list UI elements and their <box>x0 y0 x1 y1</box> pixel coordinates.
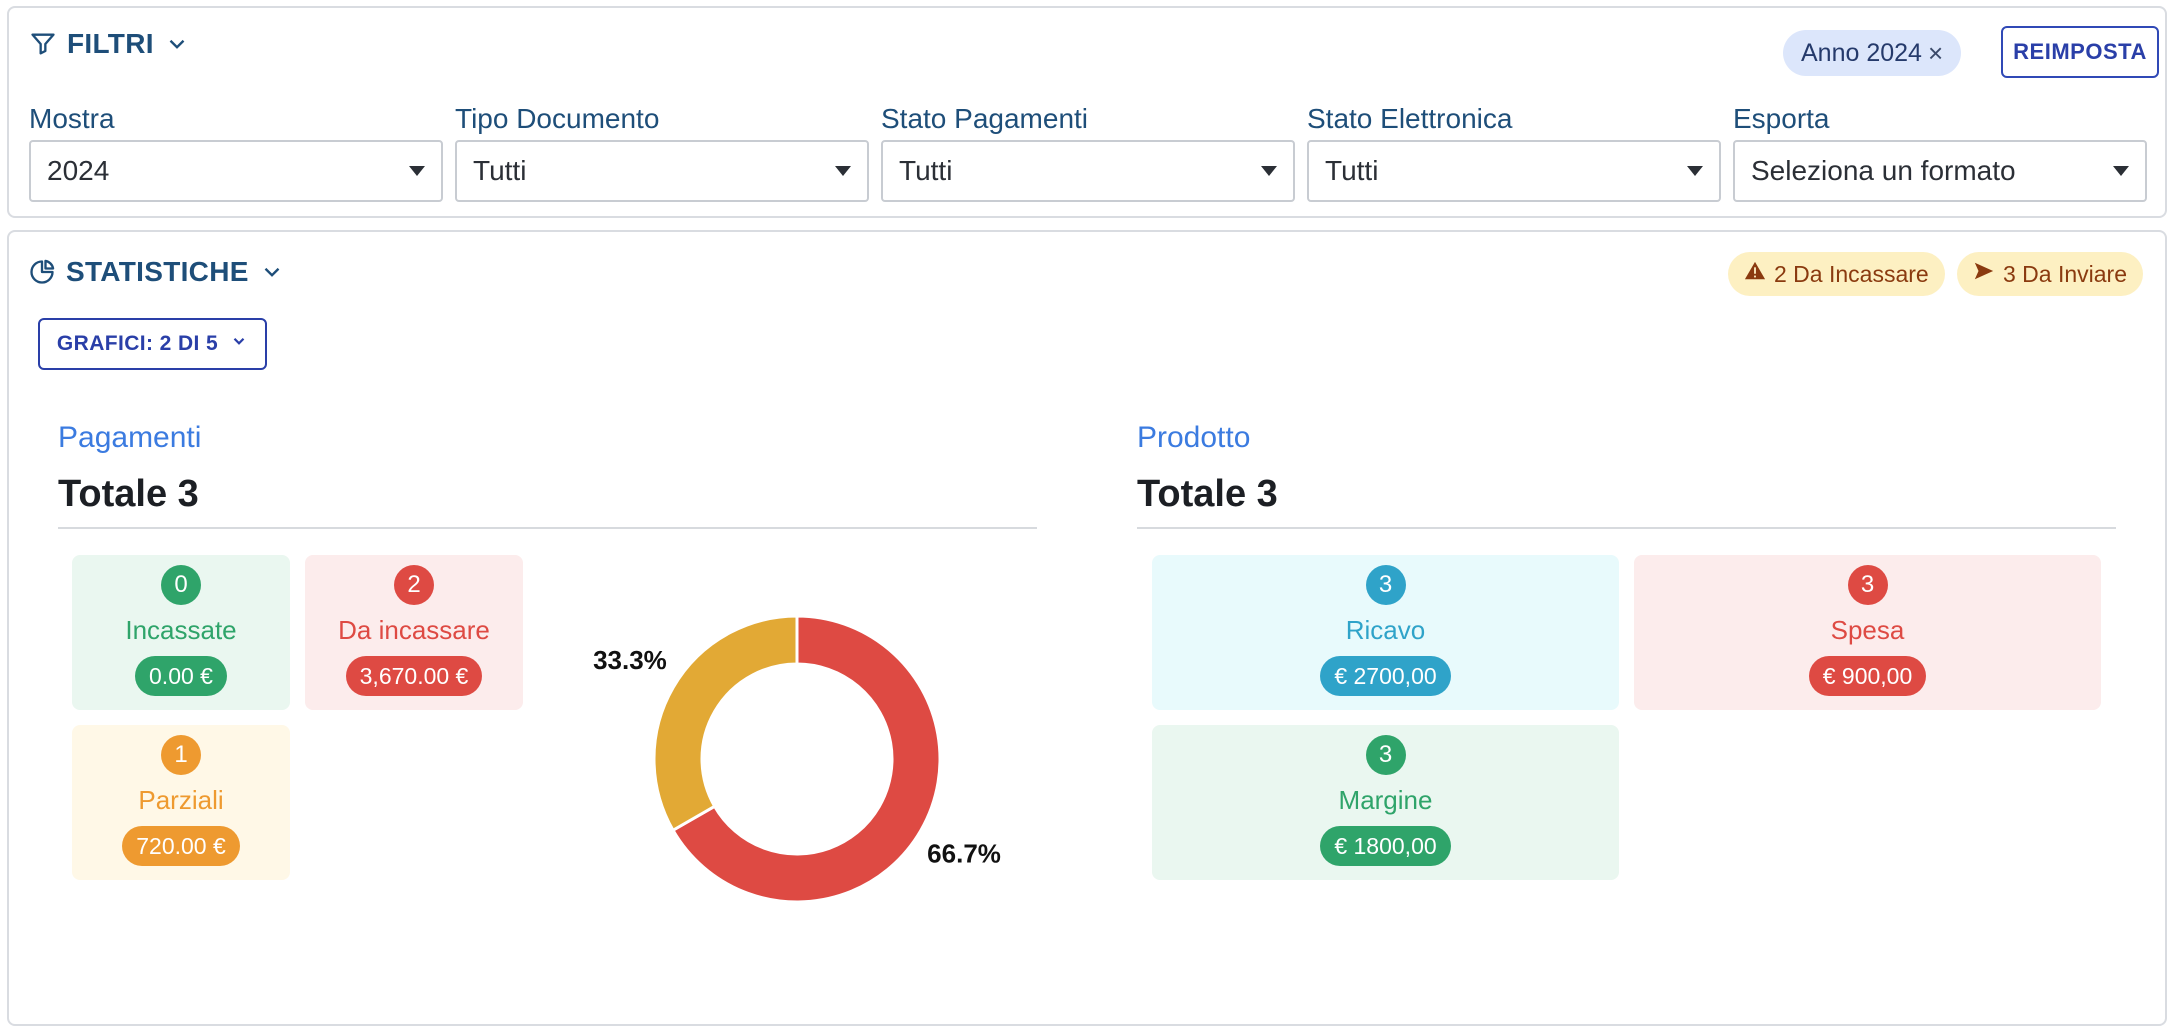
count-badge: 3 <box>1365 735 1406 775</box>
select-value: Seleziona un formato <box>1751 155 2016 186</box>
ricavo-tile[interactable]: 3 Ricavo € 2700,00 <box>1152 555 1619 710</box>
tile-label: Margine <box>1338 785 1433 815</box>
count-badge: 3 <box>1365 565 1406 605</box>
donut-label-1: 33.3% <box>593 645 667 675</box>
tipo-documento-select[interactable]: Tutti <box>455 140 869 202</box>
tile-label: Da incassare <box>338 615 490 645</box>
filters-panel: FILTRI Anno 2024 × REIMPOSTA Mostra 2024… <box>7 6 2167 218</box>
da-incassare-label: 2 Da Incassare <box>1774 260 1929 287</box>
da-inviare-label: 3 Da Inviare <box>2003 260 2128 287</box>
divider <box>58 527 1037 529</box>
amount-badge: € 2700,00 <box>1320 656 1451 696</box>
incassate-tile[interactable]: 0 Incassate 0.00 € <box>72 555 290 710</box>
chevron-down-icon <box>230 332 248 356</box>
da-incassare-tile[interactable]: 2 Da incassare 3,670.00 € <box>305 555 523 710</box>
amount-badge: 0.00 € <box>135 656 227 696</box>
caret-down-icon <box>2113 166 2129 176</box>
donut-slice-1[interactable] <box>652 614 799 833</box>
pagamenti-total: Totale 3 <box>58 473 199 515</box>
reset-button[interactable]: REIMPOSTA <box>2001 26 2159 78</box>
filter-tipo-documento: Tipo Documento Tutti <box>455 102 869 202</box>
tile-label: Parziali <box>138 785 224 815</box>
chevron-down-icon <box>164 31 190 57</box>
spesa-tile[interactable]: 3 Spesa € 900,00 <box>1634 555 2101 710</box>
select-value: Tutti <box>473 155 527 186</box>
tile-label: Spesa <box>1830 615 1905 645</box>
charts-dropdown-label: GRAFICI: 2 DI 5 <box>56 332 219 355</box>
da-inviare-badge[interactable]: 3 Da Inviare <box>1957 252 2144 296</box>
filter-stato-elettronica: Stato Elettronica Tutti <box>1307 102 1721 202</box>
caret-down-icon <box>409 166 425 176</box>
divider <box>1137 527 2116 529</box>
prodotto-title: Prodotto <box>1137 421 1251 454</box>
count-badge: 3 <box>1847 565 1888 605</box>
donut-slice-0[interactable] <box>670 614 942 904</box>
prodotto-total: Totale 3 <box>1137 473 1278 515</box>
amount-badge: € 900,00 <box>1808 656 1927 696</box>
filters-title: FILTRI <box>67 28 154 59</box>
tile-label: Ricavo <box>1345 615 1426 645</box>
mostra-select[interactable]: 2024 <box>29 140 443 202</box>
count-badge: 0 <box>161 565 201 605</box>
charts-dropdown-button[interactable]: GRAFICI: 2 DI 5 <box>38 318 267 370</box>
amount-badge: 3,670.00 € <box>345 656 483 696</box>
filter-label: Stato Elettronica <box>1307 103 1513 134</box>
margine-tile[interactable]: 3 Margine € 1800,00 <box>1152 725 1619 880</box>
stats-title: STATISTICHE <box>66 256 249 287</box>
send-icon <box>1973 260 1995 288</box>
filter-mostra: Mostra 2024 <box>29 102 443 202</box>
payments-donut-chart: 66.7% 33.3% <box>593 614 1001 904</box>
chevron-down-icon <box>259 259 285 285</box>
close-icon[interactable]: × <box>1927 37 1944 68</box>
caret-down-icon <box>835 166 851 176</box>
parziali-tile[interactable]: 1 Parziali 720.00 € <box>72 725 290 880</box>
count-badge: 2 <box>394 565 434 605</box>
filter-esporta: Esporta Seleziona un formato <box>1733 102 2147 202</box>
filter-label: Esporta <box>1733 103 1830 134</box>
caret-down-icon <box>1261 166 1277 176</box>
amount-badge: 720.00 € <box>122 826 240 866</box>
stato-elettronica-select[interactable]: Tutti <box>1307 140 1721 202</box>
caret-down-icon <box>1687 166 1703 176</box>
tile-label: Incassate <box>125 615 237 645</box>
filter-icon <box>29 30 57 58</box>
filter-stato-pagamenti: Stato Pagamenti Tutti <box>881 102 1295 202</box>
donut-label-0: 66.7% <box>927 839 1001 869</box>
filter-label: Mostra <box>29 103 115 134</box>
count-badge: 1 <box>161 735 201 775</box>
select-value: Tutti <box>1325 155 1379 186</box>
esporta-select[interactable]: Seleziona un formato <box>1733 140 2147 202</box>
filters-toggle[interactable]: FILTRI <box>29 28 190 60</box>
active-filter-label: Anno 2024 <box>1801 38 1922 67</box>
filter-label: Tipo Documento <box>455 103 660 134</box>
pagamenti-title: Pagamenti <box>58 421 202 454</box>
pie-chart-icon <box>28 258 56 286</box>
da-incassare-badge[interactable]: 2 Da Incassare <box>1728 252 1945 296</box>
select-value: Tutti <box>899 155 953 186</box>
warning-icon <box>1744 260 1766 288</box>
stato-pagamenti-select[interactable]: Tutti <box>881 140 1295 202</box>
stats-toggle[interactable]: STATISTICHE <box>28 256 285 288</box>
select-value: 2024 <box>47 155 110 186</box>
active-filter-chip: Anno 2024 × <box>1783 30 1962 76</box>
amount-badge: € 1800,00 <box>1320 826 1451 866</box>
filter-label: Stato Pagamenti <box>881 103 1089 134</box>
